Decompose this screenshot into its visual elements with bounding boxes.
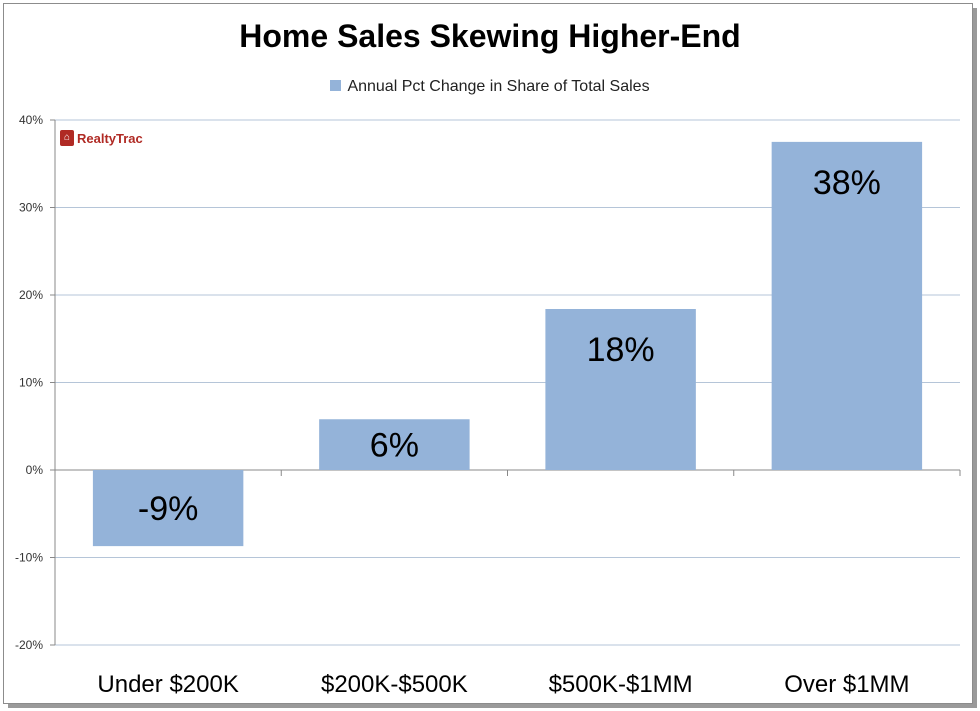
y-tick-label: -10% — [15, 551, 43, 565]
bar — [545, 309, 696, 470]
y-tick-label: 10% — [19, 376, 43, 390]
legend: Annual Pct Change in Share of Total Sale… — [0, 78, 980, 96]
bar — [771, 141, 923, 470]
x-category-label: $200K-$500K — [321, 671, 468, 698]
y-tick-label: 20% — [19, 288, 43, 302]
chart-title: Home Sales Skewing Higher-End — [239, 18, 741, 54]
x-category-label: $500K-$1MM — [549, 671, 693, 698]
frame-shadow-bottom — [8, 704, 977, 708]
y-tick-label: 30% — [19, 201, 43, 215]
x-category-label: Over $1MM — [784, 671, 909, 698]
y-tick-label: 0% — [26, 463, 44, 477]
house-icon: ⌂ — [60, 130, 74, 146]
x-category-label: Under $200K — [97, 671, 238, 698]
data-label: -9% — [138, 490, 198, 528]
data-label: 6% — [370, 427, 419, 465]
bar — [92, 470, 244, 547]
y-tick-label: -20% — [15, 638, 43, 652]
y-tick-label: 40% — [19, 113, 43, 127]
legend-label: Annual Pct Change in Share of Total Sale… — [347, 78, 650, 95]
data-label: 18% — [587, 331, 655, 369]
legend-swatch — [330, 80, 342, 92]
realtytrac-logo: ⌂ RealtyTrac — [60, 130, 143, 146]
logo-text: RealtyTrac — [77, 130, 143, 146]
bar — [319, 419, 470, 470]
frame-shadow-right — [973, 8, 977, 707]
data-label: 38% — [813, 164, 881, 202]
